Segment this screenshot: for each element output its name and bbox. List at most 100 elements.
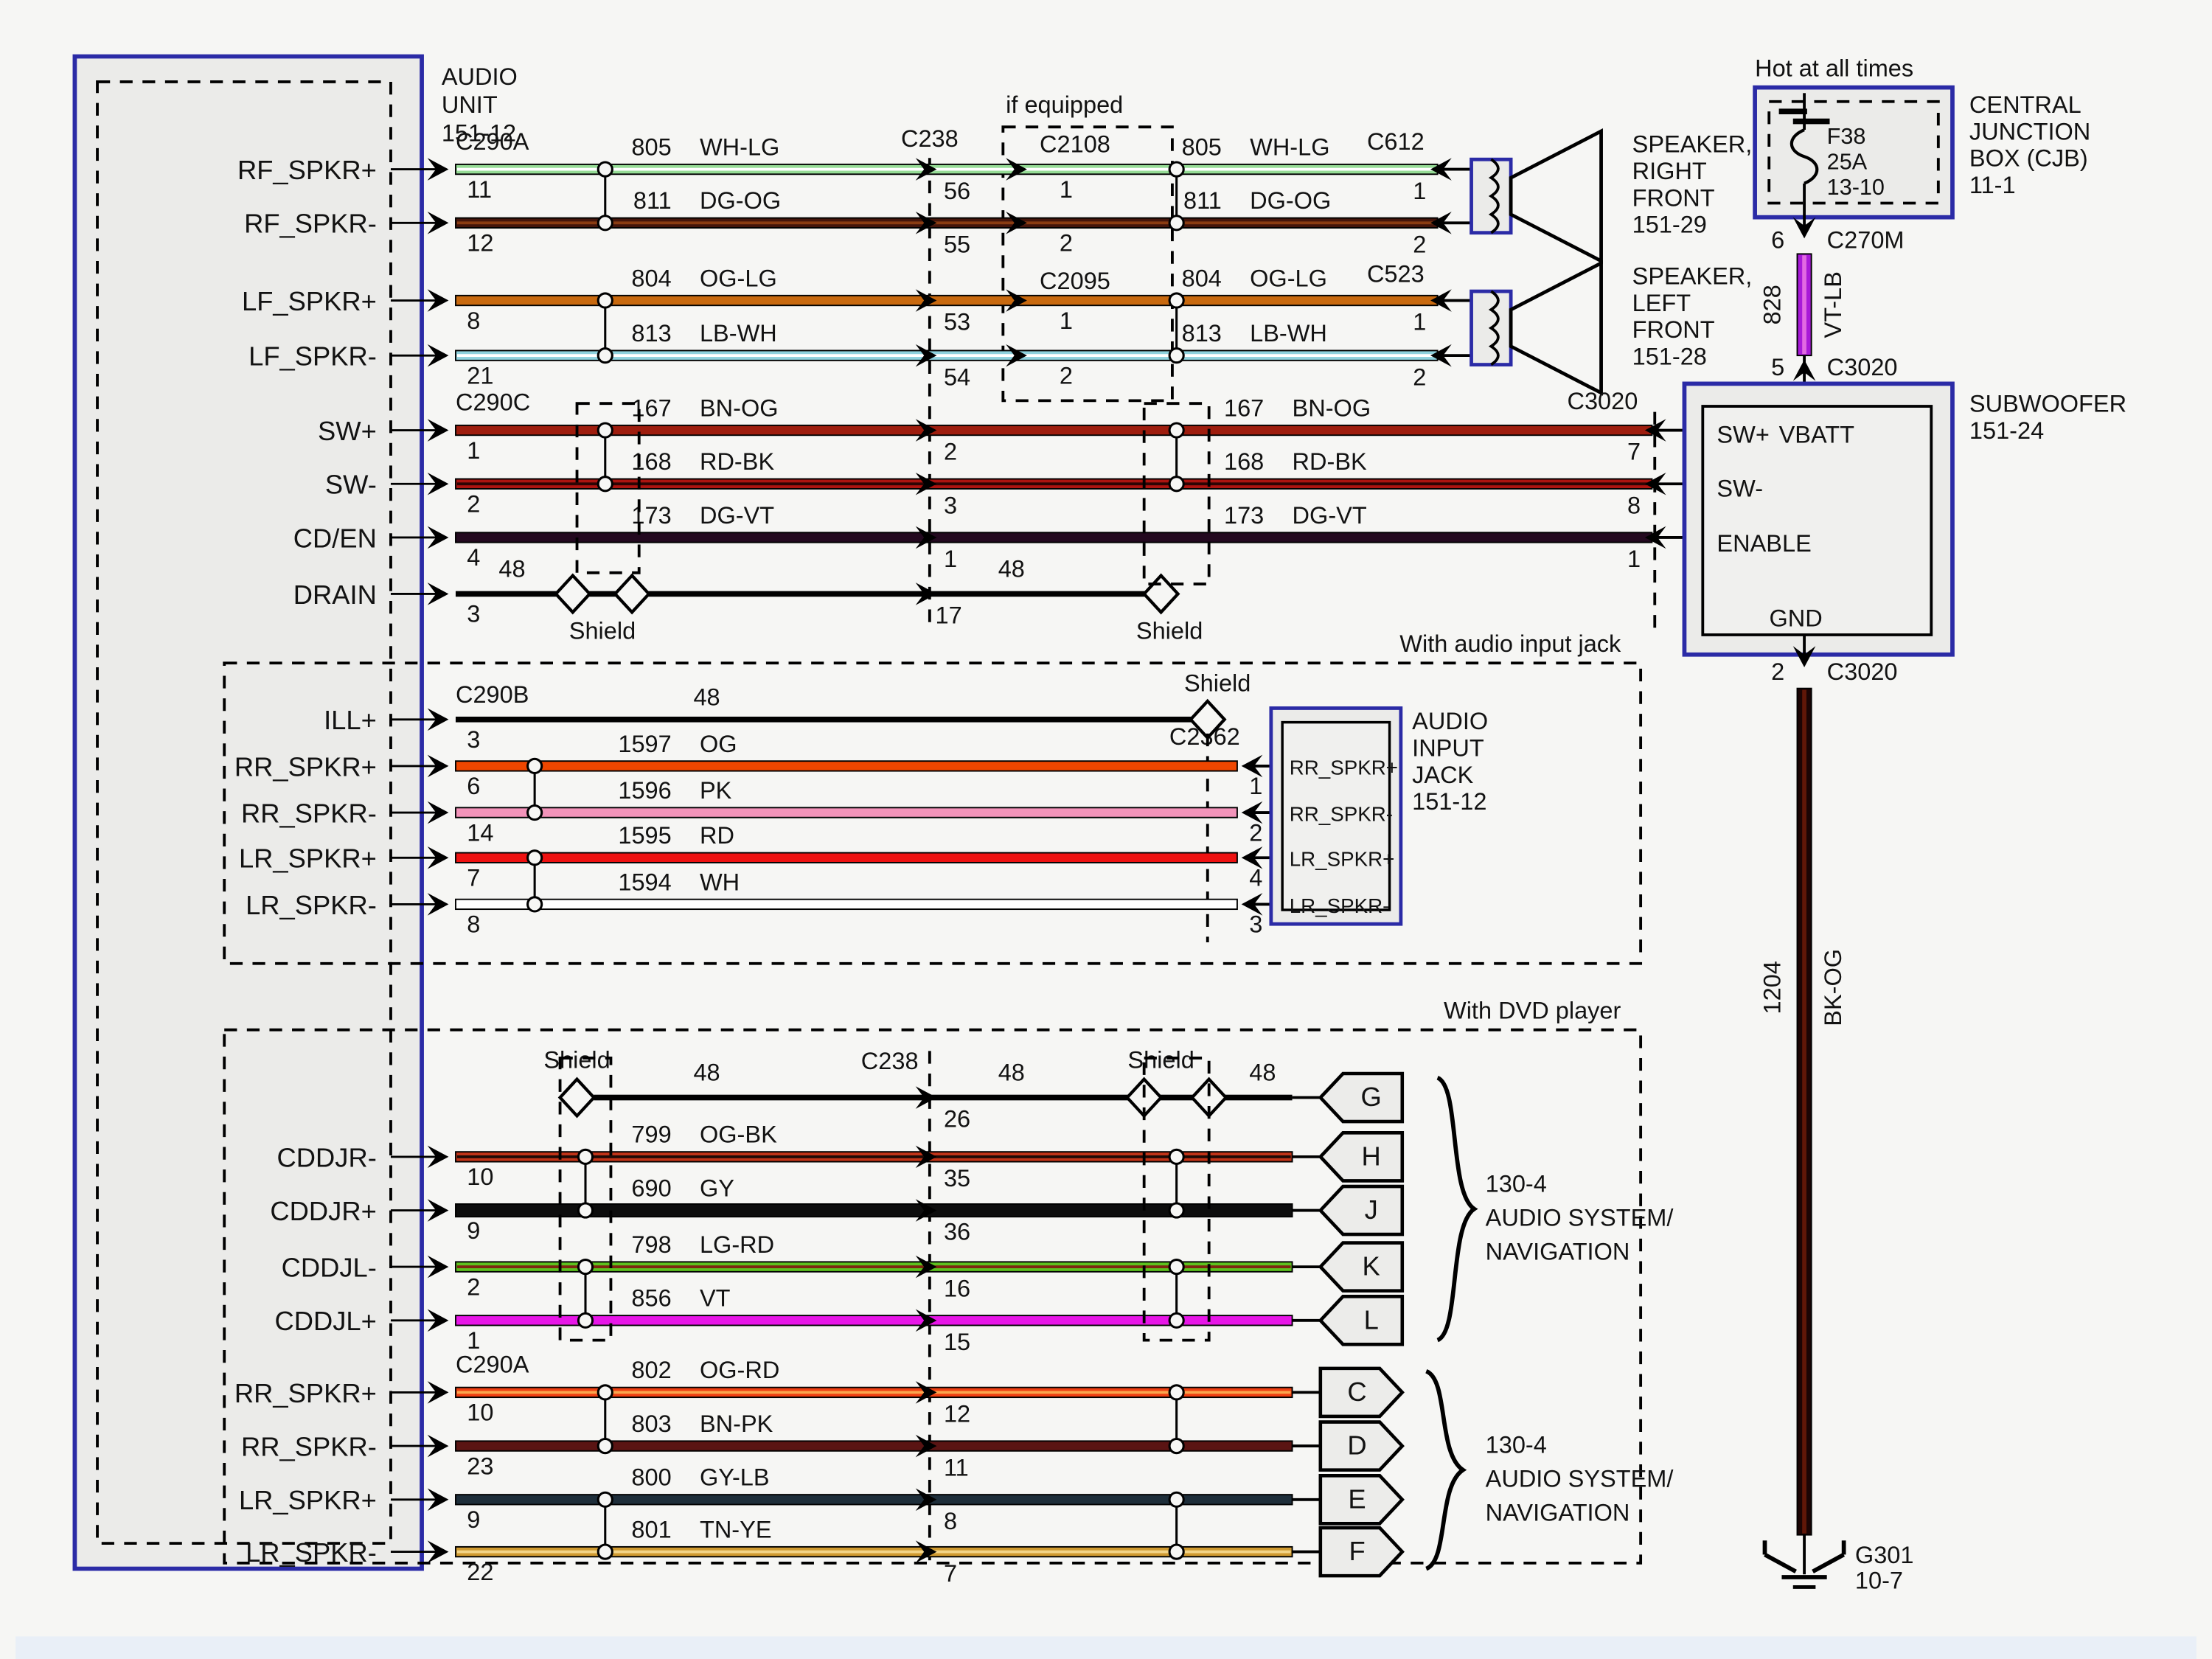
arrowhead-r xyxy=(1006,289,1027,312)
shield-diamond-icon xyxy=(557,1077,597,1119)
twist-loop-icon xyxy=(577,1312,594,1329)
arrowhead-d xyxy=(1792,646,1816,667)
signal-label: LR_SPKR+ xyxy=(239,844,377,874)
pin-number: 26 xyxy=(944,1106,970,1133)
circuit-number: 48 xyxy=(1249,1060,1276,1086)
connector-label: C290C xyxy=(456,389,530,416)
pin-number: 8 xyxy=(1627,492,1641,518)
color-code: OG xyxy=(700,731,737,757)
speaker-label: FRONT xyxy=(1632,184,1715,211)
connector-pin-J xyxy=(1318,1184,1405,1237)
circuit-number: 48 xyxy=(998,1060,1025,1086)
color-code: VT xyxy=(700,1285,731,1312)
arrowhead-r xyxy=(915,1540,937,1563)
speaker-label: 151-29 xyxy=(1632,212,1707,238)
wire xyxy=(455,807,1238,818)
arrowhead-r xyxy=(915,1145,937,1169)
audio-unit-title: UNIT xyxy=(442,91,498,118)
connector-letter: E xyxy=(1348,1484,1366,1514)
twist-loop-icon xyxy=(1168,1384,1185,1401)
circuit-number: 173 xyxy=(1224,502,1264,529)
connector-label: C290B xyxy=(456,681,529,708)
twist-loop-icon xyxy=(1168,1312,1185,1329)
connector-label: C238 xyxy=(861,1048,919,1074)
connector-label: C3020 xyxy=(1827,658,1898,685)
shield-diamond-icon xyxy=(553,573,592,615)
circuit-number: 1595 xyxy=(618,822,671,849)
pin-number: 7 xyxy=(1627,439,1641,465)
pin-number: 2 xyxy=(1249,819,1262,846)
pin-number: 7 xyxy=(944,1560,957,1587)
circuit-number: 173 xyxy=(631,502,671,529)
shield-label: Shield xyxy=(1127,1046,1194,1073)
arrowhead-r xyxy=(915,1255,937,1279)
arrowhead-r xyxy=(427,1255,449,1279)
arrowhead-r xyxy=(427,472,449,495)
twist-loop-icon xyxy=(577,1202,594,1219)
arrowhead-r xyxy=(427,1540,449,1563)
circuit-number: 690 xyxy=(631,1175,671,1201)
shield-label: Shield xyxy=(1184,670,1251,697)
wire-stripe xyxy=(456,1265,1291,1269)
connector-pin-E xyxy=(1318,1473,1405,1526)
signal-label: RR_SPKR+ xyxy=(234,751,377,782)
dashed-box xyxy=(1142,402,1211,586)
circuit-number: 1597 xyxy=(618,731,671,757)
pin-number: 17 xyxy=(935,602,961,629)
pin-number: 2 xyxy=(1413,231,1426,257)
speaker-horn-icon xyxy=(1509,128,1603,264)
connector-pin-G xyxy=(1318,1071,1405,1124)
pin-number: 1 xyxy=(1060,307,1073,334)
harness-label: AUDIO SYSTEM/ xyxy=(1486,1466,1674,1492)
pin-number: 3 xyxy=(467,601,480,627)
arrowhead-r xyxy=(427,211,449,234)
ground-label: 10-7 xyxy=(1855,1567,1903,1593)
arrowhead-r xyxy=(915,1309,937,1332)
twist-loop-icon xyxy=(597,1491,613,1508)
signal-label: CDDJR- xyxy=(277,1142,377,1172)
circuit-number: 1596 xyxy=(618,777,671,804)
signal-label: LR_SPKR+ xyxy=(239,1485,377,1515)
pin-number: 3 xyxy=(467,726,480,753)
arrowhead-r xyxy=(427,708,449,731)
color-code: TN-YE xyxy=(700,1516,772,1543)
shield-label: Shield xyxy=(1136,618,1203,644)
harness-label: AUDIO SYSTEM/ xyxy=(1486,1205,1674,1231)
connector-pin-F xyxy=(1318,1526,1405,1578)
pin-number: 1 xyxy=(1060,176,1073,203)
pin-number: 1 xyxy=(1249,773,1262,799)
connector-letter: J xyxy=(1365,1194,1378,1225)
wire-stripe xyxy=(456,167,1436,171)
circuit-number: 802 xyxy=(631,1357,671,1383)
twist-loop-icon xyxy=(597,292,613,309)
twist-loop-icon xyxy=(597,422,613,439)
twist-loop-icon xyxy=(597,347,613,364)
twist-loop-icon xyxy=(597,161,613,178)
wire xyxy=(455,852,1238,863)
signal-label: SW- xyxy=(325,470,377,500)
pin-number: 2 xyxy=(1771,658,1784,685)
twist-loop-icon xyxy=(1168,292,1185,309)
circuit-number: 799 xyxy=(631,1121,671,1148)
arrowhead-r xyxy=(915,526,937,549)
circuit-number: 801 xyxy=(631,1516,671,1543)
color-code: OG-LG xyxy=(1250,265,1327,291)
wire xyxy=(455,424,1653,437)
pin-number: 14 xyxy=(467,819,493,846)
pin-number: 6 xyxy=(467,773,480,799)
pin-number: 15 xyxy=(944,1329,970,1355)
jack-title: 151-12 xyxy=(1412,788,1486,815)
pin-number: 2 xyxy=(1060,230,1073,257)
arrowhead-r xyxy=(1006,344,1027,367)
pin-number: 56 xyxy=(944,178,970,204)
twist-loop-icon xyxy=(597,1384,613,1401)
speaker-coil-icon xyxy=(1488,158,1500,234)
feed-wire-stripe xyxy=(1802,255,1806,355)
connector-letter: K xyxy=(1363,1251,1380,1281)
twist-loop-icon xyxy=(1168,422,1185,439)
arrowhead-r xyxy=(427,801,449,824)
wire-stripe xyxy=(456,1550,1291,1554)
subwoofer-inner xyxy=(1701,405,1933,636)
dashed-box xyxy=(223,661,1643,965)
